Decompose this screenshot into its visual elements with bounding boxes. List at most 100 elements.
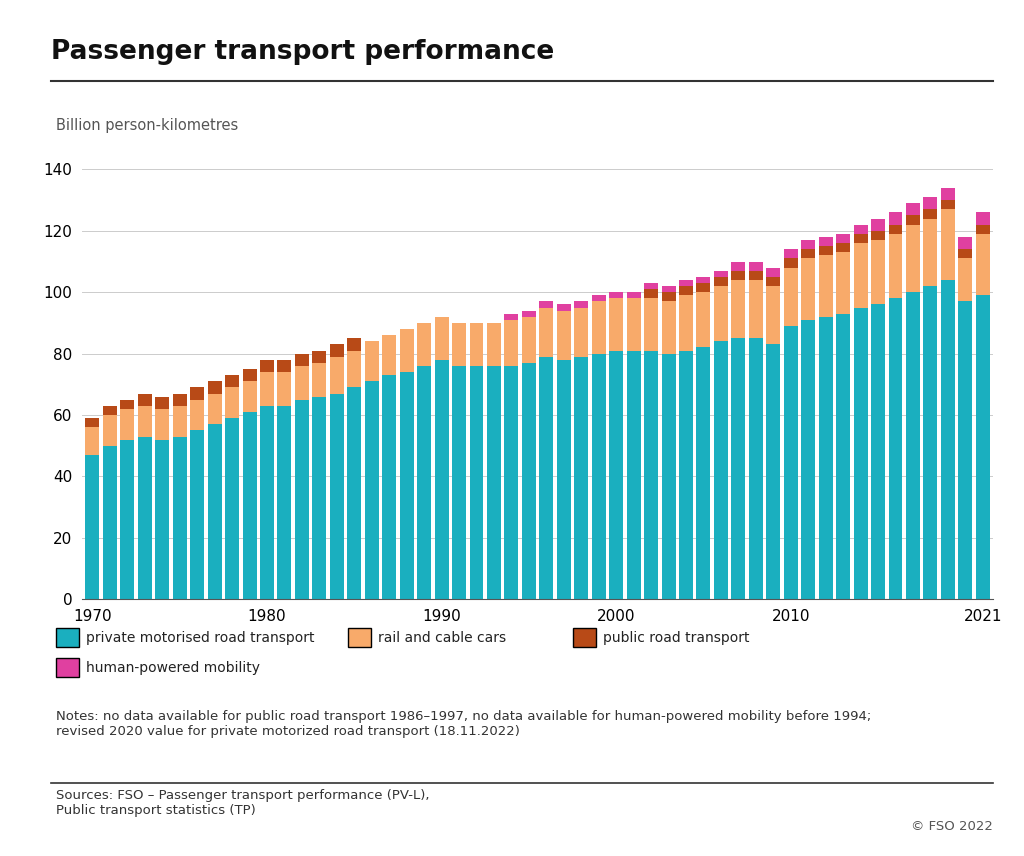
- Bar: [731, 280, 745, 338]
- Bar: [924, 197, 937, 210]
- Bar: [679, 280, 693, 286]
- Bar: [138, 394, 152, 406]
- Bar: [958, 259, 973, 301]
- Bar: [662, 292, 676, 301]
- Bar: [173, 437, 186, 599]
- Bar: [837, 234, 850, 243]
- Bar: [592, 354, 605, 599]
- Bar: [121, 440, 134, 599]
- Bar: [714, 276, 728, 286]
- Bar: [889, 299, 902, 599]
- Bar: [260, 372, 274, 406]
- Bar: [487, 323, 501, 366]
- Bar: [941, 187, 954, 200]
- Bar: [906, 216, 920, 224]
- Bar: [470, 323, 483, 366]
- Bar: [958, 249, 973, 259]
- Bar: [208, 381, 221, 394]
- Bar: [417, 323, 431, 366]
- Bar: [679, 351, 693, 599]
- Bar: [837, 313, 850, 599]
- Bar: [365, 381, 379, 599]
- Bar: [627, 299, 641, 351]
- Bar: [260, 360, 274, 372]
- Bar: [696, 283, 711, 292]
- Bar: [452, 366, 466, 599]
- Bar: [958, 301, 973, 599]
- Bar: [399, 372, 414, 599]
- Bar: [243, 412, 256, 599]
- Bar: [173, 406, 186, 437]
- Bar: [347, 351, 361, 388]
- Bar: [609, 299, 624, 351]
- Bar: [102, 406, 117, 415]
- Bar: [138, 437, 152, 599]
- Bar: [941, 210, 954, 280]
- Bar: [574, 301, 588, 307]
- Bar: [819, 237, 833, 247]
- Bar: [312, 363, 327, 396]
- Bar: [121, 400, 134, 409]
- Bar: [365, 342, 379, 381]
- Bar: [330, 357, 344, 394]
- Bar: [190, 431, 204, 599]
- Bar: [522, 317, 536, 363]
- Bar: [644, 351, 658, 599]
- Bar: [696, 348, 711, 599]
- Bar: [801, 259, 815, 320]
- Bar: [452, 323, 466, 366]
- Bar: [540, 307, 553, 357]
- Bar: [976, 295, 990, 599]
- Bar: [662, 301, 676, 354]
- Bar: [609, 292, 624, 299]
- Bar: [889, 212, 902, 224]
- Bar: [749, 262, 763, 270]
- Bar: [766, 276, 780, 286]
- Text: rail and cable cars: rail and cable cars: [378, 631, 506, 645]
- Bar: [190, 400, 204, 431]
- Bar: [156, 396, 169, 409]
- Bar: [138, 406, 152, 437]
- Bar: [749, 270, 763, 280]
- Bar: [871, 240, 885, 305]
- Bar: [592, 301, 605, 354]
- Bar: [540, 357, 553, 599]
- Bar: [854, 307, 867, 599]
- Bar: [627, 351, 641, 599]
- Bar: [889, 224, 902, 234]
- Bar: [837, 253, 850, 313]
- Bar: [801, 320, 815, 599]
- Bar: [906, 292, 920, 599]
- Bar: [801, 249, 815, 259]
- Bar: [487, 366, 501, 599]
- Bar: [766, 286, 780, 344]
- Bar: [173, 394, 186, 406]
- Bar: [574, 307, 588, 357]
- Bar: [714, 270, 728, 276]
- Bar: [522, 363, 536, 599]
- Text: Passenger transport performance: Passenger transport performance: [51, 39, 554, 64]
- Bar: [854, 243, 867, 307]
- Bar: [574, 357, 588, 599]
- Bar: [941, 280, 954, 599]
- Bar: [696, 292, 711, 348]
- Bar: [783, 249, 798, 259]
- Bar: [662, 354, 676, 599]
- Bar: [156, 409, 169, 440]
- Bar: [208, 394, 221, 425]
- Bar: [906, 203, 920, 216]
- Bar: [801, 240, 815, 249]
- Bar: [749, 338, 763, 599]
- Text: public road transport: public road transport: [603, 631, 750, 645]
- Bar: [243, 381, 256, 412]
- Bar: [766, 344, 780, 599]
- Bar: [417, 366, 431, 599]
- Bar: [783, 268, 798, 326]
- Bar: [679, 295, 693, 351]
- Bar: [85, 427, 99, 455]
- Bar: [714, 286, 728, 342]
- Bar: [278, 372, 292, 406]
- Bar: [312, 396, 327, 599]
- Bar: [889, 234, 902, 299]
- Bar: [958, 237, 973, 249]
